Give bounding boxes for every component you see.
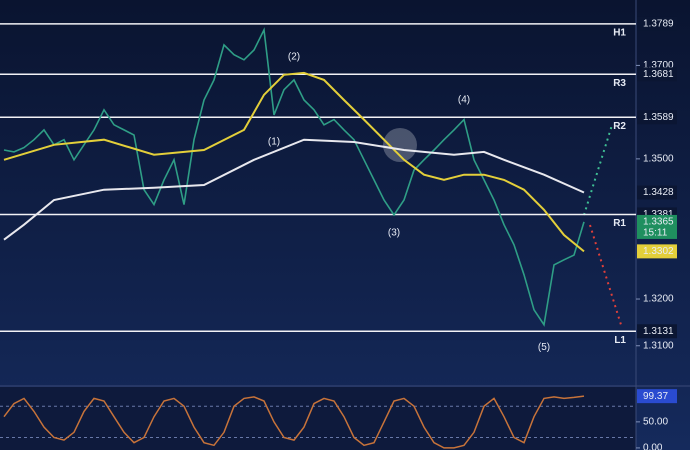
level-box	[637, 67, 677, 82]
moving-average	[3, 71, 585, 253]
level-value: 1.3681	[643, 69, 674, 80]
level-value: 1.3589	[643, 112, 674, 123]
projection-up	[583, 124, 613, 216]
oscillator-line	[3, 395, 585, 449]
wave-label: (4)	[458, 95, 470, 106]
last-value-box	[637, 389, 677, 404]
last-value-box	[637, 185, 677, 200]
level-label: H1	[613, 27, 626, 38]
level-box	[637, 16, 677, 31]
price-line	[3, 27, 585, 327]
level-value: 1.3381	[643, 209, 674, 220]
wave-label: (1)	[268, 137, 280, 148]
moving-average	[3, 138, 585, 241]
last-value-box	[637, 214, 677, 239]
wave-label: (5)	[538, 342, 550, 353]
level-box	[637, 110, 677, 125]
level-box	[637, 324, 677, 339]
y-tick-label: 1.3200	[643, 294, 674, 305]
y-tick-label: 0.00	[643, 443, 663, 450]
level-label: R2	[613, 121, 626, 132]
wave-label: (2)	[288, 52, 300, 63]
last-value-box	[637, 244, 677, 259]
last-value-label: 1.3365	[643, 217, 674, 228]
cursor-highlight	[383, 128, 417, 162]
wave-label: (3)	[388, 227, 400, 238]
level-value: 1.3131	[643, 326, 674, 337]
last-value-label: 1.3302	[643, 246, 674, 257]
last-value-label: 1.3428	[643, 187, 674, 198]
oscillator-panel	[0, 387, 636, 450]
y-tick-label: 1.3700	[643, 60, 674, 71]
level-label: L1	[614, 335, 626, 346]
y-tick-label: 1.3100	[643, 340, 674, 351]
level-label: R1	[613, 218, 626, 229]
y-tick-label: 1.3500	[643, 153, 674, 164]
y-tick-label: 50.00	[643, 417, 668, 428]
last-value-label: 99.37	[643, 391, 668, 402]
countdown: 15:11	[643, 228, 668, 239]
level-label: R3	[613, 78, 626, 89]
level-value: 1.3789	[643, 18, 674, 29]
